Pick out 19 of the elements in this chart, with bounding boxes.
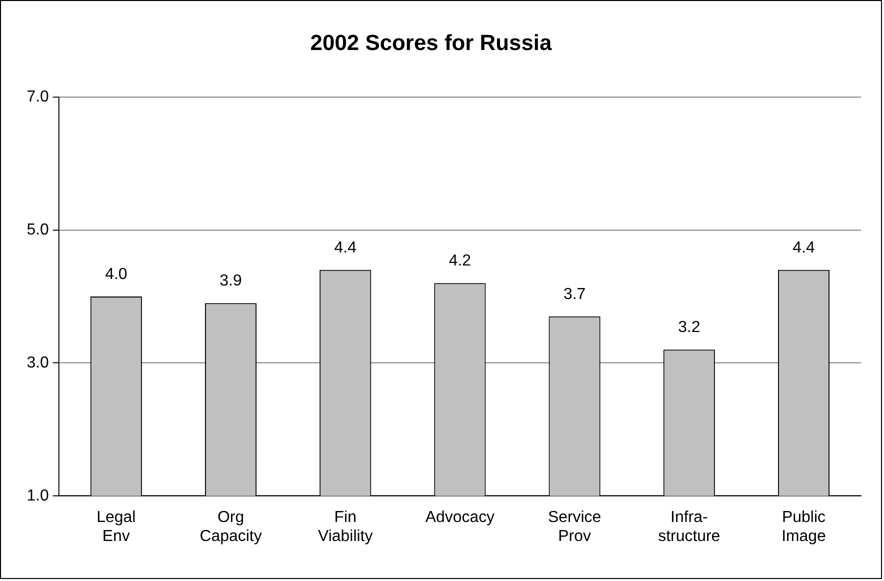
x-tick-label: Service Prov [548, 508, 602, 545]
chart-title: 2002 Scores for Russia [310, 30, 553, 56]
x-tick-label: Infra-structure [658, 508, 720, 545]
x-tick-label: Fin Viability [318, 508, 373, 545]
data-label: 4.2 [448, 252, 472, 270]
data-label: 3.7 [563, 286, 586, 303]
data-label: 4.4 [334, 239, 357, 256]
data-label: 4.0 [105, 266, 128, 283]
data-label: 4.4 [792, 239, 815, 256]
y-tick-label: 5.0 [26, 221, 50, 238]
y-tick-label: 1.0 [26, 487, 50, 504]
x-tick-label: Org Capacity [200, 508, 262, 545]
x-tick-label: Legal Env [96, 508, 136, 545]
x-tick-label: Advocacy [425, 508, 495, 526]
x-tick-label: Public Image [782, 508, 826, 545]
y-tick-label: 7.0 [26, 88, 50, 106]
data-label: 3.9 [220, 272, 242, 290]
y-tick-label: 3.0 [26, 354, 50, 372]
data-label: 3.2 [678, 319, 700, 336]
